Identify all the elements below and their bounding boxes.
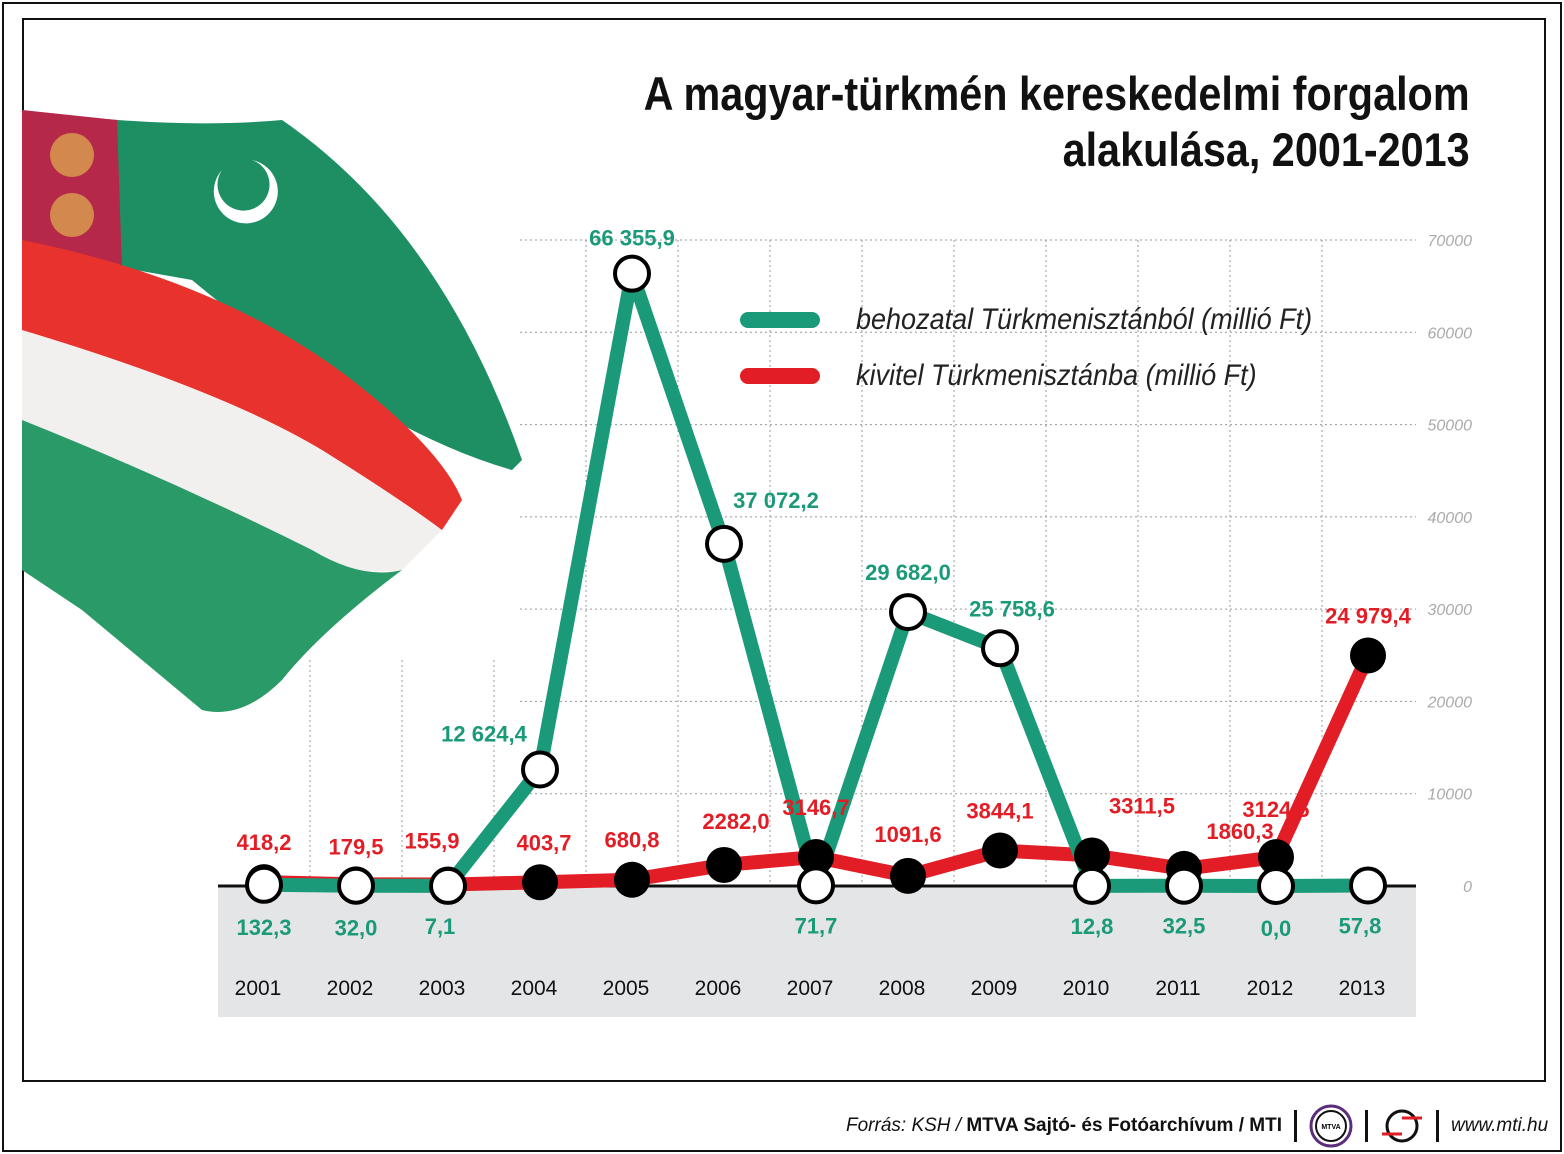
y-tick-label: 10000 [1428,787,1473,804]
x-tick-label: 2011 [1155,977,1200,1000]
legend-label-export: kivitel Türkmenisztánba (millió Ft) [856,359,1257,392]
import-data-label: 66 355,9 [589,226,675,251]
divider [1365,1110,1368,1142]
import-point [1257,867,1295,905]
import-point [1349,866,1387,905]
x-tick-label: 2004 [511,977,558,1000]
import-point [429,866,467,905]
import-data-label: 29 682,0 [865,560,951,585]
export-data-label: 3146,7 [782,795,849,820]
export-point [798,838,834,875]
x-tick-label: 2013 [1339,977,1386,1000]
legend-label-import: behozatal Türkmenisztánból (millió Ft) [856,303,1313,336]
export-data-label: 680,8 [604,828,659,853]
x-tick-label: 2012 [1247,977,1294,1000]
import-point [889,593,927,632]
flags-image [22,110,522,712]
legend-swatch-import [740,312,820,328]
export-point [1350,637,1386,674]
import-point [1165,866,1203,905]
export-data-label: 3844,1 [966,799,1033,824]
legend-item-export: kivitel Türkmenisztánba (millió Ft) [740,348,1363,404]
import-data-label: 37 072,2 [733,488,819,513]
export-data-label: 24 979,4 [1325,603,1411,628]
mtva-logo: MTVA [1309,1104,1353,1148]
y-tick-label: 70000 [1428,233,1473,250]
export-data-label: 179,5 [328,834,383,859]
export-data-label: 418,2 [236,830,291,855]
footer: Forrás: KSH / MTVA Sajtó- és Fotóarchívu… [846,1104,1548,1148]
import-data-label: 32,5 [1163,914,1206,939]
title-line-2: alakulása, 2001-2013 [1062,123,1470,176]
y-tick-label: 40000 [1428,510,1473,527]
source-prefix: Forrás: KSH / [846,1115,962,1136]
divider [1436,1110,1439,1142]
y-tick-label: 60000 [1428,325,1473,342]
legend-swatch-export [740,368,820,384]
x-tick-label: 2007 [787,977,834,1000]
export-point [890,857,926,894]
source-agency: MTVA Sajtó- és Fotóarchívum / MTI [966,1115,1282,1136]
import-point [613,254,651,293]
import-point [521,750,559,789]
export-data-label: 403,7 [516,830,571,855]
export-point [706,846,742,883]
legend: behozatal Türkmenisztánból (millió Ft) k… [740,292,1363,404]
legend-item-import: behozatal Türkmenisztánból (millió Ft) [740,292,1363,348]
import-data-label: 32,0 [335,916,378,941]
import-data-label: 12,8 [1071,914,1114,939]
x-axis-band [218,886,1416,1017]
export-data-label: 3311,5 [1109,793,1175,818]
import-point [337,866,375,905]
x-tick-label: 2009 [971,977,1018,1000]
mtva-logo-text: MTVA [1321,1124,1340,1131]
export-point [614,861,650,898]
export-data-label: 2282,0 [702,809,769,834]
title-line-1: A magyar-türkmén kereskedelmi forgalom [644,67,1470,120]
import-point [245,865,283,904]
export-point [1258,839,1294,876]
export-data-label: 155,9 [404,829,459,854]
export-point [982,832,1018,869]
x-tick-label: 2002 [327,977,374,1000]
y-tick-label: 30000 [1428,602,1473,619]
export-data-label: 1091,6 [874,822,941,847]
import-data-label: 25 758,6 [969,596,1055,621]
mti-logo [1382,1109,1422,1143]
export-point [522,864,558,901]
export-data-label: 3124,6 [1242,797,1309,822]
import-data-label: 132,3 [236,915,291,940]
y-tick-label: 0 [1463,879,1472,896]
x-tick-label: 2010 [1063,977,1110,1000]
y-tick-label: 20000 [1427,694,1473,711]
import-data-label: 12 624,4 [441,721,527,746]
import-data-label: 7,1 [425,914,456,939]
x-tick-label: 2001 [235,977,282,1000]
divider [1294,1110,1297,1142]
import-data-label: 0,0 [1261,916,1292,941]
import-data-label: 71,7 [795,913,838,938]
x-tick-label: 2003 [419,977,466,1000]
x-tick-label: 2005 [603,977,650,1000]
website-url: www.mti.hu [1451,1115,1549,1136]
export-data-label: 1860,3 [1206,819,1273,844]
import-point [981,629,1019,668]
import-point [797,866,835,905]
import-point [705,524,743,563]
export-point [1074,837,1110,874]
import-data-label: 57,8 [1339,913,1382,938]
y-tick-label: 50000 [1428,418,1473,435]
chart-title: A magyar-türkmén kereskedelmi forgalom a… [644,66,1470,178]
import-point [1073,866,1111,905]
x-tick-label: 2006 [695,977,742,1000]
x-tick-label: 2008 [879,977,926,1000]
